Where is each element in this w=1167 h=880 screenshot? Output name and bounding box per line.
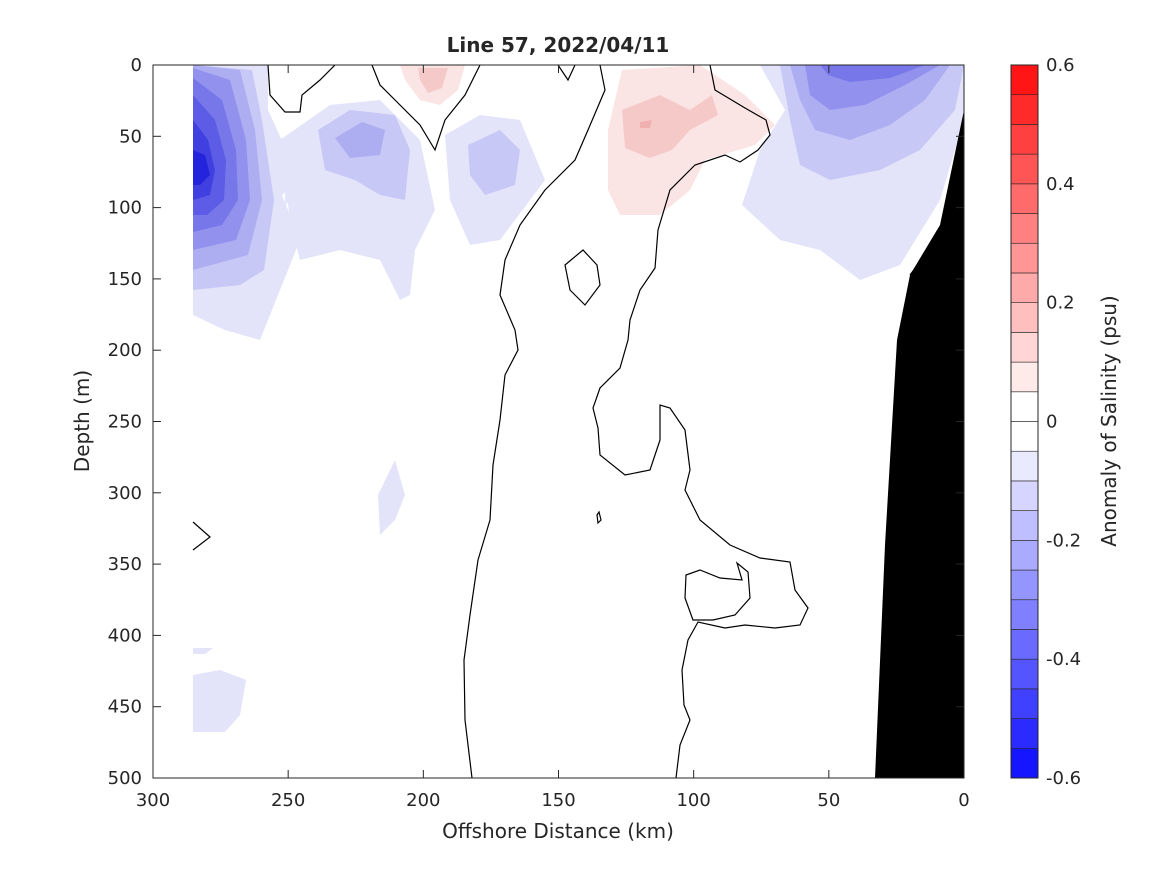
colorbar-level — [1010, 124, 1039, 155]
colorbar-level — [1010, 480, 1039, 511]
colorbar-level — [1010, 629, 1039, 660]
fresh-anomaly-deep-c — [193, 648, 213, 654]
x-tick-label: 250 — [271, 790, 305, 811]
y-tick-label: 50 — [119, 126, 142, 147]
colorbar-level — [1010, 747, 1039, 779]
zero-contour-island-c — [596, 510, 602, 525]
y-tick-label: 150 — [108, 269, 142, 290]
y-axis-label: Depth (m) — [70, 370, 94, 472]
colorbar-level — [1010, 272, 1039, 303]
zero-contour-island-b — [684, 561, 751, 621]
colorbar-level — [1010, 718, 1039, 749]
y-tick-label: 350 — [108, 554, 142, 575]
fresh-anomaly-blob-c — [335, 122, 385, 158]
fresh-anomaly-deep-b — [193, 670, 246, 732]
colorbar — [1010, 64, 1039, 779]
zero-contour-lines — [192, 65, 943, 778]
colorbar-frame — [1010, 64, 1039, 779]
colorbar-level — [1010, 510, 1039, 541]
colorbar-level — [1010, 153, 1039, 185]
fresh-anomaly-edge-left — [285, 150, 305, 205]
fresh-anomaly-east-l5 — [820, 65, 925, 82]
colorbar-label: Anomaly of Salinity (psu) — [1097, 295, 1121, 546]
colorbar-level — [1010, 540, 1039, 571]
colorbar-tick-label: 0.2 — [1046, 293, 1075, 314]
x-tick-label: 150 — [541, 790, 575, 811]
colorbar-tick-label: 0 — [1046, 412, 1057, 433]
colorbar-level — [1010, 242, 1039, 274]
colorbar-tick-label: 0.4 — [1046, 174, 1075, 195]
x-tick-label: 300 — [136, 790, 170, 811]
x-axis-ticks: 300 250 200 150 100 50 0 — [136, 65, 970, 811]
fresh-anomaly-deep-a — [378, 460, 405, 535]
plot-area — [152, 64, 965, 779]
colorbar-tick-label: -0.4 — [1046, 649, 1081, 670]
zero-contour-salty-boundary — [592, 65, 809, 778]
colorbar-level — [1010, 332, 1039, 363]
fresh-anomaly-blob-e — [468, 130, 520, 195]
salty-anomaly-offshore-l2 — [418, 68, 448, 93]
y-tick-label: 450 — [108, 697, 142, 718]
colorbar-level — [1010, 421, 1039, 452]
colorbar-tick-label: -0.6 — [1046, 768, 1081, 789]
x-tick-label: 50 — [817, 790, 840, 811]
salty-anomaly-mid-l3 — [640, 120, 652, 128]
chart-title: Line 57, 2022/04/11 — [447, 33, 670, 57]
y-tick-label: 500 — [108, 768, 142, 789]
y-tick-label: 200 — [108, 340, 142, 361]
y-axis-ticks: 0 50 100 150 200 250 300 350 400 450 500 — [108, 55, 964, 789]
colorbar-level — [1010, 391, 1039, 422]
colorbar-level — [1010, 94, 1039, 125]
salty-anomaly-mid-l2 — [622, 95, 718, 158]
colorbar-level — [1010, 361, 1039, 393]
colorbar-level — [1010, 599, 1039, 630]
zero-contour-west-edge — [192, 521, 211, 551]
colorbar-tick-label: 0.6 — [1046, 55, 1075, 76]
colorbar-level — [1010, 658, 1039, 690]
colorbar-level — [1010, 302, 1039, 333]
fresh-anomaly-west-l8 — [193, 150, 210, 185]
zero-contour-notch — [371, 65, 481, 152]
zero-contour-island-a — [564, 249, 601, 306]
y-tick-label: 400 — [108, 625, 142, 646]
colorbar-ticks: -0.6 -0.4 -0.2 0 0.2 0.4 0.6 — [1046, 55, 1081, 789]
y-tick-label: 250 — [108, 412, 142, 433]
y-tick-label: 0 — [131, 55, 142, 76]
x-tick-label: 200 — [406, 790, 440, 811]
y-tick-label: 300 — [108, 483, 142, 504]
salinity-contour-fill — [193, 65, 964, 732]
colorbar-level — [1010, 688, 1039, 719]
x-tick-label: 100 — [676, 790, 710, 811]
x-axis-label: Offshore Distance (km) — [442, 819, 674, 843]
colorbar-level — [1010, 450, 1039, 482]
x-tick-label: 0 — [958, 790, 969, 811]
colorbar-level — [1010, 183, 1039, 214]
colorbar-level — [1010, 569, 1039, 601]
seafloor-bathymetry — [875, 110, 964, 778]
zero-contour-left — [267, 65, 336, 113]
colorbar-level — [1010, 64, 1039, 96]
colorbar-tick-label: -0.2 — [1046, 530, 1081, 551]
colorbar-level — [1010, 213, 1039, 244]
zero-contour-main — [463, 65, 606, 778]
y-tick-label: 100 — [108, 198, 142, 219]
